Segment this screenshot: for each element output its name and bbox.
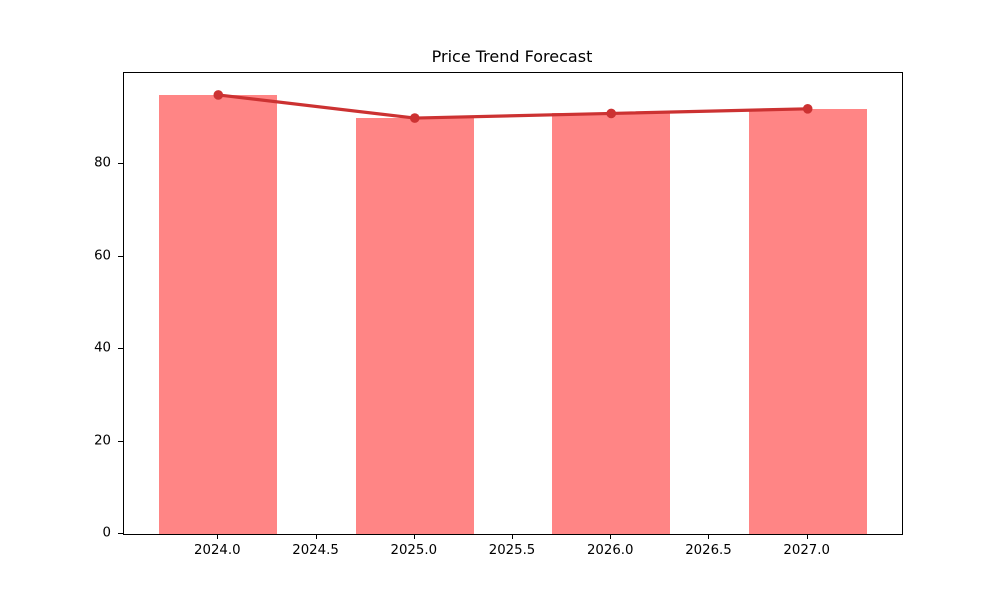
x-tick-mark-2026.5 xyxy=(708,534,710,539)
y-tick-label-40: 40 xyxy=(94,340,111,356)
x-tick-label-2027.0: 2027.0 xyxy=(783,543,830,558)
y-tick-label-20: 20 xyxy=(94,433,111,449)
y-tick-mark-60 xyxy=(118,255,123,257)
y-tick-mark-0 xyxy=(118,533,123,534)
x-tick-mark-2026.0 xyxy=(610,534,612,539)
x-tick-mark-2024.0 xyxy=(217,534,219,539)
y-tick-label-80: 80 xyxy=(94,155,111,171)
x-tick-label-2024.5: 2024.5 xyxy=(292,543,339,558)
trend-line-path xyxy=(218,93,808,120)
y-tick-mark-80 xyxy=(118,163,123,165)
y-tick-mark-40 xyxy=(118,348,123,350)
trend-marker-2026 xyxy=(606,108,617,119)
x-tick-mark-2024.5 xyxy=(315,534,317,539)
x-tick-mark-2027.0 xyxy=(806,534,808,539)
x-tick-label-2025.0: 2025.0 xyxy=(390,543,438,558)
y-tick-label-0: 0 xyxy=(102,525,111,541)
bar-2024 xyxy=(159,94,278,534)
x-tick-mark-2025.0 xyxy=(413,534,415,539)
bar-2027 xyxy=(748,108,867,534)
x-tick-label-2025.5: 2025.5 xyxy=(488,543,536,558)
trend-marker-2024 xyxy=(213,90,224,100)
bar-2025 xyxy=(355,118,474,534)
x-tick-label-2024.0: 2024.0 xyxy=(194,543,241,558)
trend-marker-2025 xyxy=(409,113,420,123)
bar-2026 xyxy=(552,113,671,534)
trend-line-layer xyxy=(213,90,813,123)
trend-marker-2027 xyxy=(802,104,813,114)
y-tick-mark-20 xyxy=(118,440,123,442)
plot-area xyxy=(123,72,903,535)
chart-title: Price Trend Forecast xyxy=(431,47,593,66)
x-tick-label-2026.0: 2026.0 xyxy=(586,543,634,558)
x-tick-mark-2025.5 xyxy=(512,534,513,539)
y-tick-label-60: 60 xyxy=(94,248,111,264)
x-tick-label-2026.5: 2026.5 xyxy=(685,543,732,558)
